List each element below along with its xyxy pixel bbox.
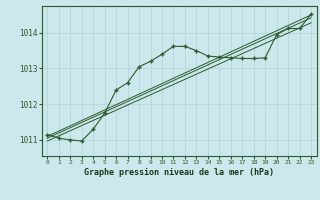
X-axis label: Graphe pression niveau de la mer (hPa): Graphe pression niveau de la mer (hPa): [84, 168, 274, 177]
